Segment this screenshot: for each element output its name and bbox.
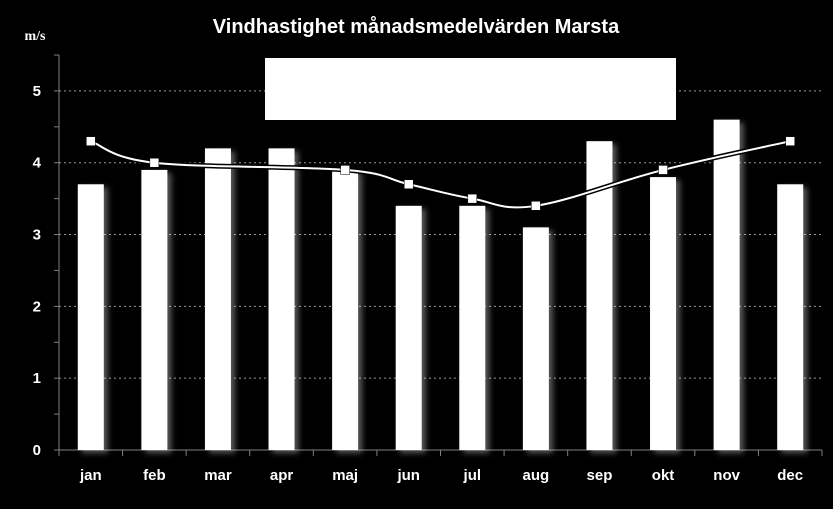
y-axis-unit-label: m/s [25, 29, 47, 44]
x-tick-label-sep: sep [587, 467, 613, 484]
x-tick-label-jan: jan [79, 467, 102, 484]
x-tick-label-apr: apr [270, 467, 294, 484]
y-tick-label: 5 [33, 83, 41, 100]
line-marker-maj [340, 165, 350, 175]
x-axis-ticks: jan feb mar apr maj jun jul aug sep okt nov dec [79, 467, 803, 484]
bar-mar [204, 148, 231, 450]
line-marker-jan [86, 136, 96, 146]
chart-title: Vindhastighet månadsmedelvärden Marsta [213, 15, 620, 38]
bar-okt [650, 177, 677, 450]
line-marker-aug [531, 201, 541, 211]
y-axis-ticks: 0 1 2 3 4 5 [33, 83, 42, 459]
x-tick-label-maj: maj [332, 467, 358, 484]
x-tick-label-jun: jun [396, 467, 420, 484]
x-tick-label-aug: aug [523, 467, 550, 484]
line-marker-feb [149, 157, 160, 168]
x-tick-label-mar: mar [204, 467, 232, 484]
bar-feb [141, 169, 168, 450]
bar-dec [777, 184, 804, 451]
x-tick-label-okt: okt [652, 467, 675, 484]
y-tick-label: 3 [33, 227, 41, 244]
axes [54, 54, 823, 456]
legend-cover-box [265, 58, 676, 120]
y-tick-label: 2 [33, 298, 41, 315]
x-tick-label-dec: dec [777, 467, 803, 484]
line-marker-dec [785, 136, 795, 146]
x-tick-label-nov: nov [713, 467, 740, 484]
bar-jan [77, 184, 104, 451]
bar-jul [459, 205, 486, 450]
bar-maj [332, 169, 359, 450]
bar-series [77, 119, 804, 451]
y-tick-label: 0 [33, 442, 41, 459]
bar-jun [395, 205, 422, 450]
bar-apr [268, 148, 295, 450]
y-tick-label: 4 [33, 155, 42, 172]
x-tick-label-feb: feb [143, 467, 166, 484]
line-marker-okt [658, 165, 668, 175]
bar-aug [522, 227, 549, 450]
y-tick-label: 1 [33, 370, 41, 387]
line-series [86, 136, 795, 211]
bar-nov [713, 119, 740, 451]
line-marker-jun [403, 179, 414, 190]
line-marker-jul [467, 193, 478, 204]
x-tick-label-jul: jul [463, 467, 482, 484]
